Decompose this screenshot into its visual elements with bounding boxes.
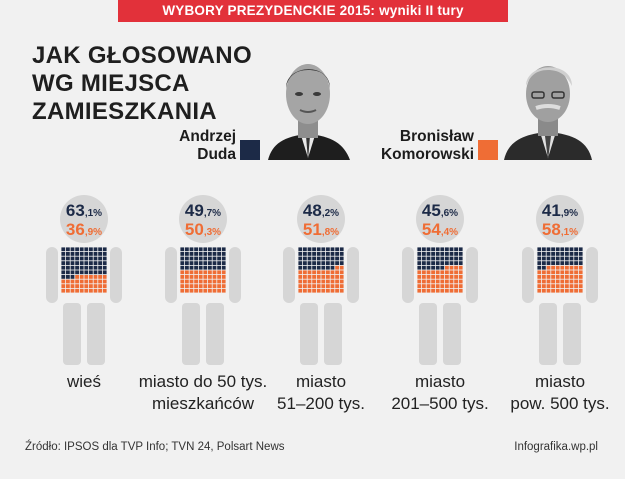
brand-credit: Infografika.wp.pl bbox=[514, 441, 598, 453]
headline-line-1: JAK GŁOSOWANO bbox=[32, 42, 252, 69]
category-label-line: miasto bbox=[414, 372, 466, 391]
headline: JAK GŁOSOWANO WG MIEJSCA ZAMIESZKANIA bbox=[32, 42, 252, 126]
source-note: Źródło: IPSOS dla TVP Info; TVN 24, Pols… bbox=[25, 441, 285, 453]
category-label: miasto 51–200 tys. bbox=[266, 371, 376, 415]
category-label: wieś bbox=[44, 371, 124, 393]
candidate-name-duda: Andrzej Duda bbox=[179, 128, 236, 164]
headline-line-3: ZAMIESZKANIA bbox=[32, 98, 217, 125]
vote-share-bar bbox=[298, 247, 344, 293]
category-label-line: wieś bbox=[66, 372, 101, 391]
figure-head bbox=[536, 195, 584, 243]
candidate-name-komorowski: Bronisław Komorowski bbox=[381, 128, 474, 164]
candidate-komorowski-last: Komorowski bbox=[380, 146, 474, 163]
voter-figure: 45,6%54,4% bbox=[402, 195, 478, 365]
figure-right-arm bbox=[347, 247, 359, 303]
portrait-komorowski bbox=[504, 66, 592, 160]
figure-left-leg bbox=[419, 303, 437, 365]
figure-head bbox=[416, 195, 464, 243]
figure-head bbox=[297, 195, 345, 243]
data-label-komorowski: 51,8% bbox=[303, 220, 339, 239]
data-label-komorowski: 54,4% bbox=[422, 220, 458, 239]
banner-title: WYBORY PREZYDENCKIE 2015: wyniki II tury bbox=[118, 0, 508, 22]
category-label: miasto pow. 500 tys. bbox=[495, 371, 625, 415]
data-label-duda: 48,2% bbox=[303, 201, 339, 220]
data-label-duda: 41,9% bbox=[542, 201, 578, 220]
category-label: miasto 201–500 tys. bbox=[380, 371, 500, 415]
candidate-duda-last: Duda bbox=[197, 146, 236, 163]
figure-right-leg bbox=[324, 303, 342, 365]
category-label-line: 201–500 tys. bbox=[391, 394, 489, 413]
category-label-line: miasto bbox=[295, 372, 347, 391]
data-label-duda: 45,6% bbox=[422, 201, 458, 220]
vote-share-bar bbox=[61, 247, 107, 293]
candidate-komorowski-first: Bronisław bbox=[399, 128, 474, 145]
figure-right-leg bbox=[563, 303, 581, 365]
category-label: miasto do 50 tys. mieszkańców bbox=[128, 371, 278, 415]
figure-head bbox=[60, 195, 108, 243]
figure-head bbox=[179, 195, 227, 243]
category-label-line: pow. 500 tys. bbox=[510, 394, 610, 413]
legend-swatch-duda bbox=[240, 140, 260, 160]
figure-left-leg bbox=[182, 303, 200, 365]
voter-figure: 63,1%36,9% bbox=[46, 195, 122, 365]
vote-share-bar bbox=[537, 247, 583, 293]
category-label-line: 51–200 tys. bbox=[277, 394, 365, 413]
figure-left-arm bbox=[283, 247, 295, 303]
figure-left-arm bbox=[402, 247, 414, 303]
vote-share-bar bbox=[417, 247, 463, 293]
figure-right-arm bbox=[110, 247, 122, 303]
figure-right-arm bbox=[466, 247, 478, 303]
figure-right-arm bbox=[229, 247, 241, 303]
figure-left-arm bbox=[165, 247, 177, 303]
data-label-komorowski: 36,9% bbox=[66, 220, 102, 239]
figure-right-leg bbox=[87, 303, 105, 365]
candidate-duda-first: Andrzej bbox=[179, 128, 236, 145]
figure-left-arm bbox=[522, 247, 534, 303]
voter-figure: 48,2%51,8% bbox=[283, 195, 359, 365]
voter-figure: 49,7%50,3% bbox=[165, 195, 241, 365]
legend-swatch-komorowski bbox=[478, 140, 498, 160]
figure-left-arm bbox=[46, 247, 58, 303]
figure-right-leg bbox=[443, 303, 461, 365]
data-label-duda: 49,7% bbox=[185, 201, 221, 220]
data-label-komorowski: 58,1% bbox=[542, 220, 578, 239]
figure-left-leg bbox=[539, 303, 557, 365]
figure-left-leg bbox=[300, 303, 318, 365]
headline-line-2: WG MIEJSCA bbox=[32, 70, 190, 97]
category-label-line: mieszkańców bbox=[151, 394, 255, 413]
data-label-duda: 63,1% bbox=[66, 201, 102, 220]
figure-right-arm bbox=[586, 247, 598, 303]
voter-figure: 41,9%58,1% bbox=[522, 195, 598, 365]
vote-share-bar bbox=[180, 247, 226, 293]
category-label-line: miasto bbox=[534, 372, 586, 391]
data-label-komorowski: 50,3% bbox=[185, 220, 221, 239]
figure-right-leg bbox=[206, 303, 224, 365]
category-label-line: miasto do 50 tys. bbox=[138, 372, 268, 391]
portrait-duda bbox=[268, 64, 350, 160]
figure-left-leg bbox=[63, 303, 81, 365]
